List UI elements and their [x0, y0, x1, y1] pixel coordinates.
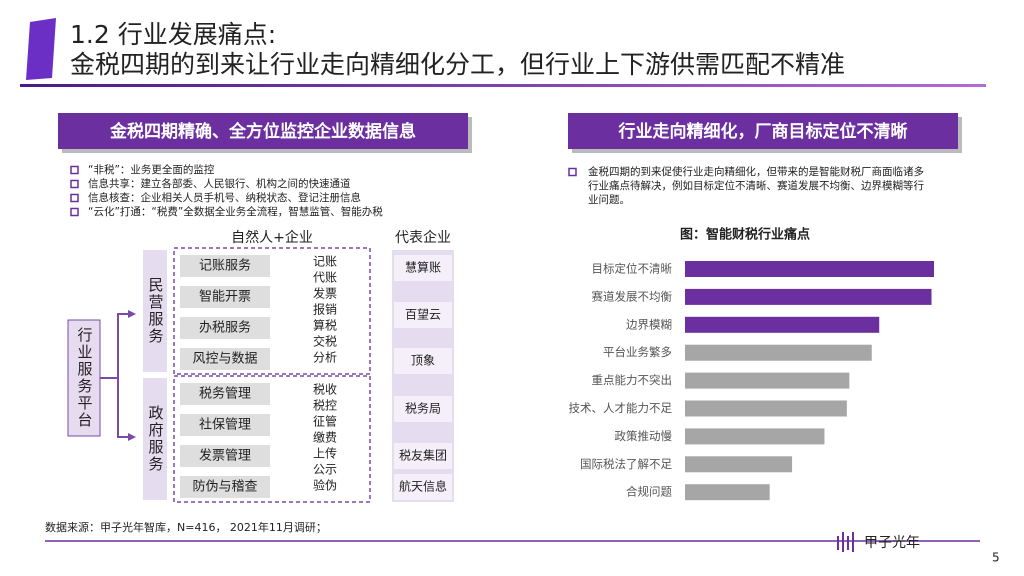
- service-box: [180, 383, 270, 405]
- function-label: 公示: [313, 463, 337, 477]
- bullet-marker: [70, 207, 79, 217]
- company-box: [394, 443, 452, 469]
- bar: [685, 344, 872, 361]
- function-label: 交税: [313, 334, 337, 349]
- service-label: 风控与数据: [192, 352, 257, 367]
- company-label: 慧算账: [405, 260, 441, 275]
- function-label: 缴费: [313, 430, 337, 445]
- service-box: [180, 286, 270, 308]
- subtitle: 金税四期的到来让行业走向精细化分工，但行业上下游供需匹配不精准: [70, 50, 845, 79]
- bar: [685, 484, 770, 501]
- dashed-frame: [173, 375, 371, 503]
- function-label: 征管: [313, 414, 337, 429]
- chart-title: 图：智能财税行业痛点: [680, 227, 810, 243]
- service-label: 税务管理: [199, 386, 251, 402]
- category-label: 国际税法了解不足: [580, 457, 672, 471]
- service-label: 发票管理: [199, 448, 251, 464]
- service-box: [180, 317, 270, 339]
- category-label: 赛道发展不均衡: [592, 289, 673, 303]
- left-banner-text: 金税四期精确、全方位监控企业数据信息: [109, 121, 416, 142]
- paragraph-line: 金税四期的到来促使行业走向精细化，但带来的是智能财税厂商面临诸多: [588, 165, 924, 178]
- category-label: 重点能力不突出: [592, 373, 673, 387]
- bar: [685, 428, 825, 445]
- company-box: [394, 348, 452, 374]
- bullet-marker: [70, 165, 79, 175]
- group-box: [143, 250, 167, 372]
- company-label: 航天信息: [399, 479, 447, 494]
- bullet-text: 信息核查：企业相关人员手机号、纳税状态、登记注册信息: [88, 191, 361, 204]
- function-label: 税收: [313, 383, 337, 397]
- company-box: [394, 396, 452, 422]
- paragraph-line: 行业痛点待解决，例如目标定位不清晰、赛道发展不均衡、边界模糊等行: [588, 179, 924, 192]
- title: 1.2 行业发展痛点:: [70, 20, 276, 49]
- diagram-header: 代表企业: [395, 229, 451, 246]
- category-label: 政策推动慢: [615, 429, 673, 443]
- service-box: [180, 255, 270, 277]
- function-label: 记账: [313, 255, 337, 269]
- left-banner: [58, 113, 468, 149]
- category-label: 技术、人才能力不足: [569, 401, 673, 415]
- category-label: 目标定位不清晰: [592, 262, 673, 276]
- group-label: 民营服务: [147, 277, 165, 345]
- category-label: 边界模糊: [626, 317, 672, 331]
- service-label: 智能开票: [199, 290, 251, 305]
- bullet-marker: [70, 193, 79, 203]
- service-box: [180, 445, 270, 467]
- function-label: 税控: [313, 399, 337, 413]
- group-box: [143, 378, 167, 500]
- bar: [685, 288, 932, 305]
- logo-icon: [837, 532, 854, 552]
- connector: [100, 313, 132, 438]
- function-label: 上传: [313, 446, 337, 461]
- platform-box: [67, 319, 101, 437]
- function-label: 报销: [313, 302, 337, 317]
- bullet-text: “非税”：业务更全面的监控: [88, 163, 215, 176]
- company-box: [394, 255, 452, 281]
- company-box: [394, 302, 452, 328]
- company-label: 百望云: [405, 308, 441, 322]
- service-box: [180, 476, 270, 498]
- title-icon: [26, 18, 56, 80]
- page-number: 5: [992, 551, 1000, 565]
- function-label: 代账: [313, 271, 337, 285]
- logo: 甲子光年: [864, 535, 920, 551]
- function-label: 分析: [313, 351, 337, 365]
- service-label: 社保管理: [199, 417, 251, 433]
- group-label: 政府服务: [147, 405, 165, 473]
- company-label: 顶象: [411, 354, 435, 368]
- bullet-marker: [568, 167, 577, 177]
- source: 数据来源：甲子光年智库，N=416， 2021年11月调研；: [45, 520, 327, 534]
- bullet-text: “云化”打通：“税费”全数据全业务全流程，智慧监管、智能办税: [88, 205, 383, 218]
- platform-label: 行业服务平台: [76, 327, 94, 429]
- service-label: 防伪与稽查: [192, 479, 257, 495]
- right-banner-text: 行业走向精细化，厂商目标定位不清晰: [618, 121, 908, 142]
- diagram-header: 自然人+企业: [231, 229, 313, 246]
- paragraph-line: 业问题。: [588, 193, 630, 206]
- right-banner: [568, 113, 958, 149]
- bar: [685, 456, 793, 473]
- function-label: 发票: [313, 286, 337, 301]
- bar: [685, 316, 880, 333]
- service-box: [180, 348, 270, 370]
- service-label: 记账服务: [199, 258, 251, 274]
- company-label: 税务局: [405, 401, 441, 416]
- service-label: 办税服务: [199, 320, 251, 336]
- function-label: 验伪: [313, 478, 337, 493]
- category-label: 合规问题: [626, 485, 672, 499]
- bullet-marker: [70, 179, 79, 189]
- bullet-text: 信息共享：建立各部委、人民银行、机构之间的快速通道: [88, 177, 351, 190]
- function-label: 算税: [313, 318, 337, 333]
- company-box: [394, 474, 452, 500]
- company-label: 税友集团: [399, 448, 447, 463]
- dashed-frame: [173, 247, 371, 375]
- title-underline: [20, 84, 986, 87]
- category-label: 平台业务繁多: [603, 345, 672, 359]
- bar: [685, 400, 847, 417]
- bar: [685, 261, 934, 277]
- bar: [685, 372, 850, 389]
- service-box: [180, 414, 270, 436]
